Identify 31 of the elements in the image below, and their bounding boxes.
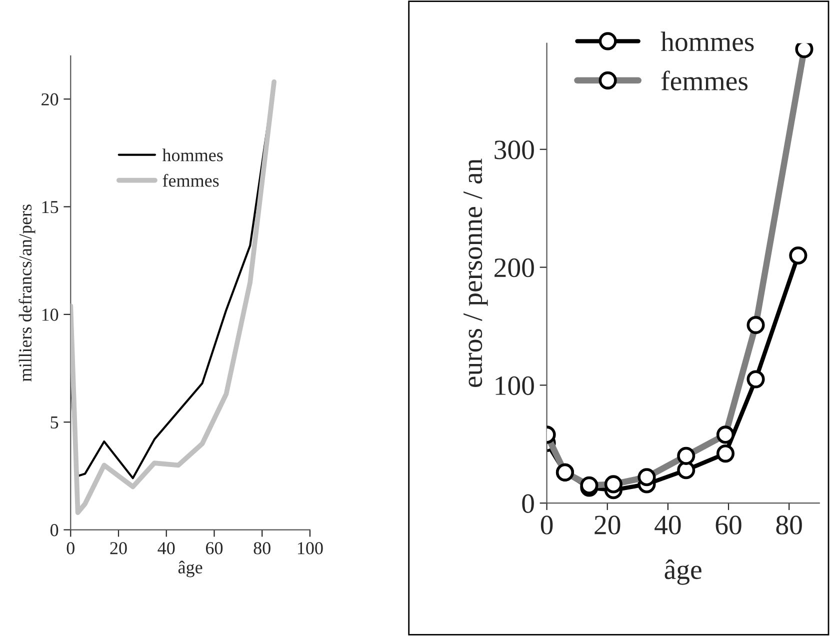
x-tick-label: 60 (206, 542, 223, 554)
y-axis-title: milliers defrancs/an/pers (18, 204, 36, 382)
point (677, 461, 696, 480)
y-tick-label: 10 (42, 308, 58, 321)
x-tick-label: 0 (540, 516, 553, 534)
legend-label: femmes (162, 174, 219, 187)
y-tick-label: 20 (42, 93, 58, 106)
y-axis-title: euros / personne / an (464, 158, 488, 388)
point (716, 444, 735, 463)
x-tick-label: 40 (158, 542, 175, 554)
x-axis-title: âge (664, 560, 702, 585)
legend-label: femmes (661, 70, 748, 90)
point (746, 370, 765, 388)
x-tick-label: 20 (110, 542, 127, 554)
x-tick-label: 60 (716, 516, 742, 534)
x-tick-label: 80 (776, 516, 802, 534)
x-tick-label: 80 (254, 542, 270, 554)
x-tick-label: 20 (594, 516, 620, 534)
x-tick-label: 100 (298, 542, 323, 554)
y-tick-label: 200 (494, 258, 534, 278)
y-tick-label: 100 (496, 376, 534, 396)
point (789, 246, 808, 265)
x-tick-label: 40 (654, 516, 681, 534)
x-tick-label: 0 (66, 542, 74, 554)
legend-label: hommes (660, 32, 754, 52)
legend-label: hommes (162, 148, 223, 162)
y-tick-label: 5 (50, 416, 58, 429)
y-tick-label: 15 (42, 201, 58, 214)
y-tick-label: 300 (494, 140, 534, 160)
x-axis-title: âge (178, 560, 202, 578)
y-tick-label: 0 (522, 494, 534, 513)
